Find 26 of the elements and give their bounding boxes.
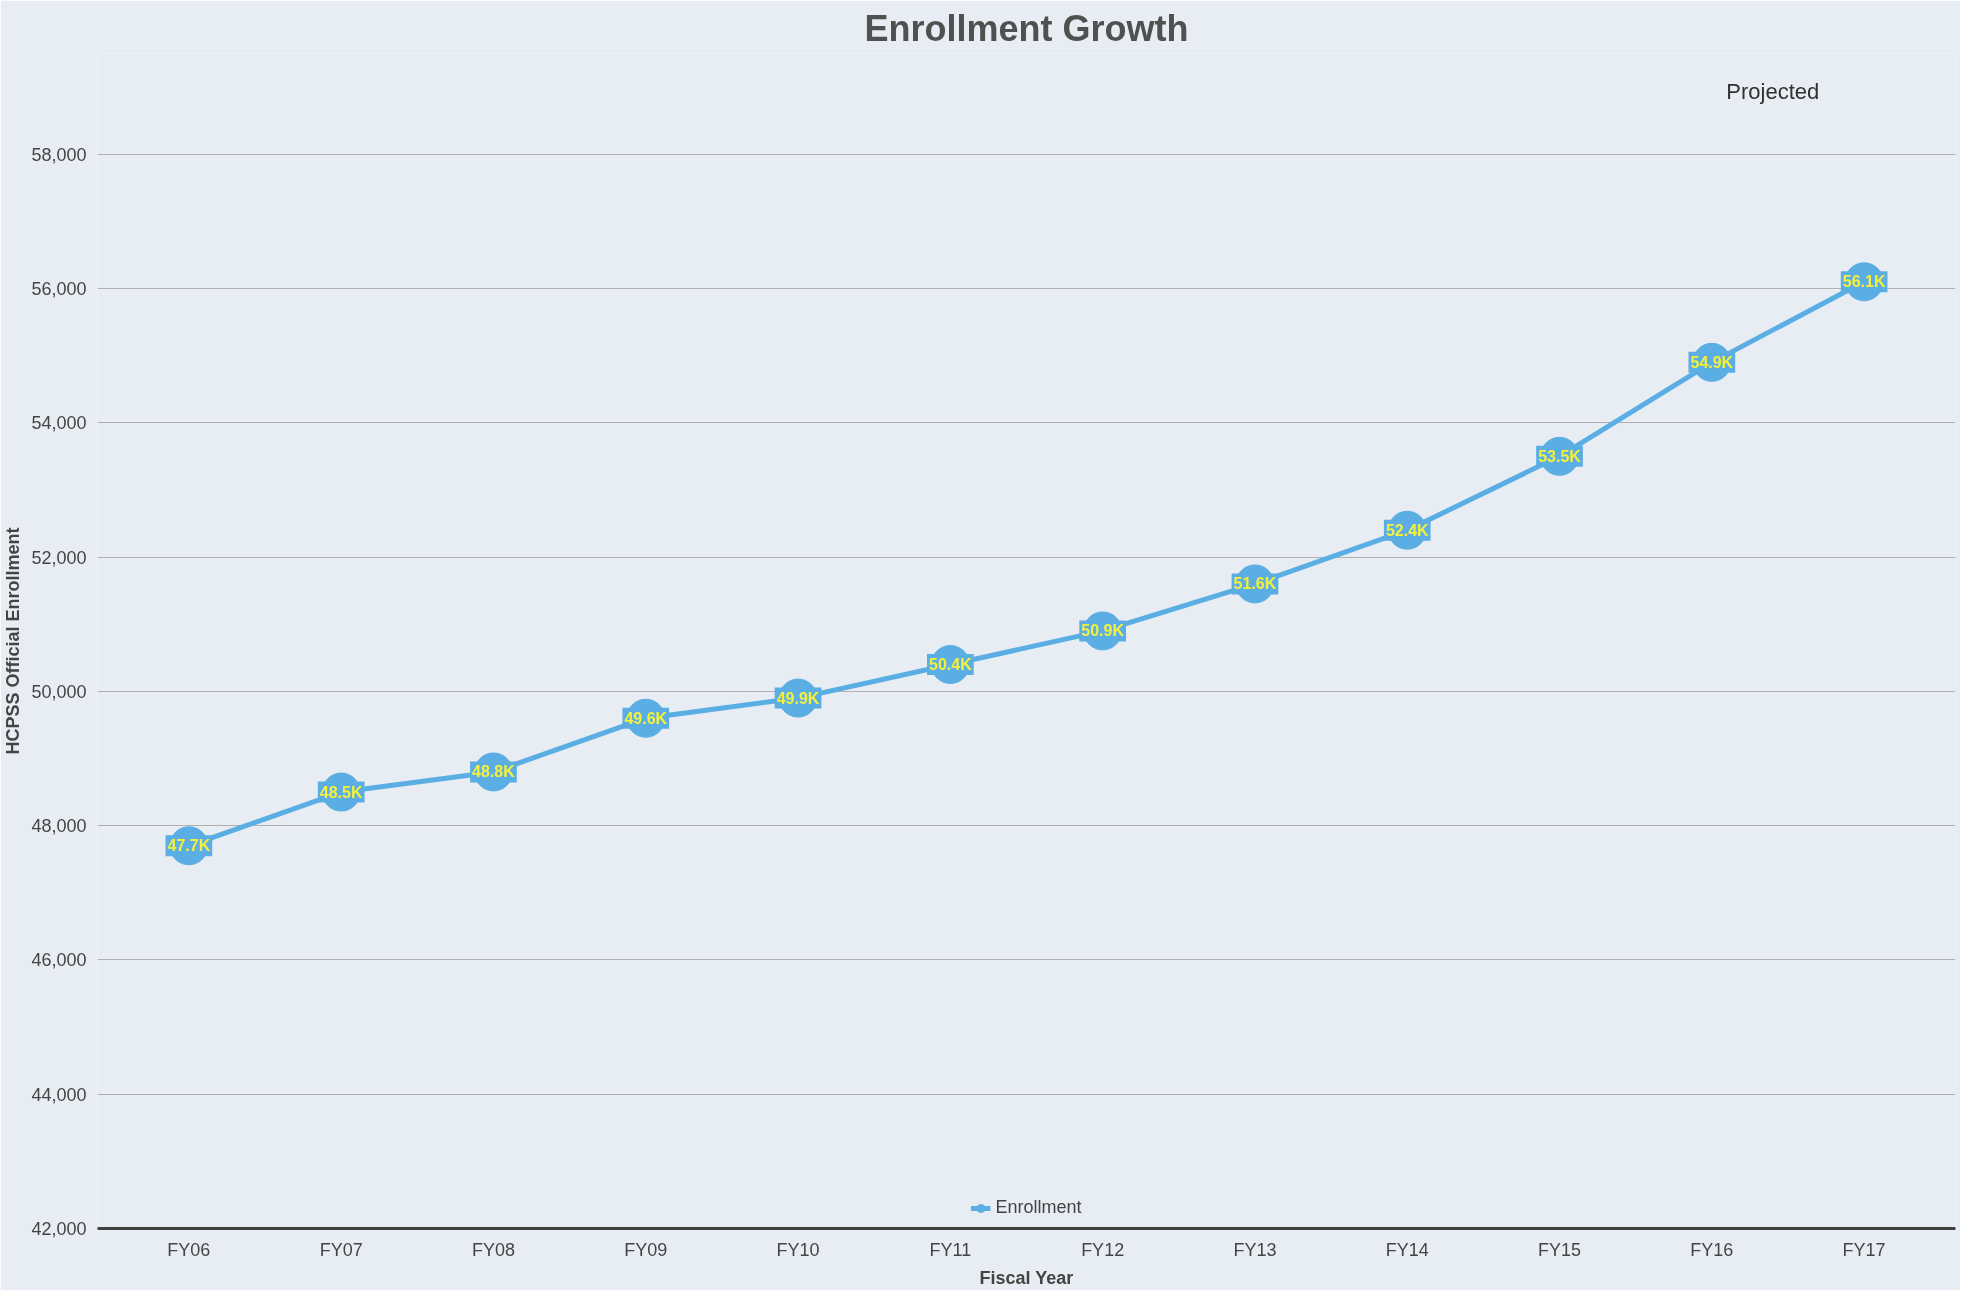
chart-title: Enrollment Growth bbox=[864, 7, 1189, 49]
y-tick-label: 48,000 bbox=[31, 816, 87, 837]
x-tick-label: FY16 bbox=[1690, 1239, 1734, 1260]
x-tick-label: FY15 bbox=[1538, 1239, 1582, 1260]
y-tick-label: 52,000 bbox=[31, 547, 87, 568]
x-tick-label: FY17 bbox=[1842, 1239, 1886, 1260]
y-tick-label: 58,000 bbox=[31, 144, 87, 165]
annotation: Projected bbox=[1726, 78, 1820, 104]
y-tick-label: 42,000 bbox=[31, 1219, 87, 1239]
x-tick-label: FY14 bbox=[1385, 1239, 1429, 1260]
y-tick-label: 50,000 bbox=[31, 681, 87, 702]
x-tick-label: FY09 bbox=[624, 1239, 668, 1260]
x-tick-label: FY07 bbox=[319, 1239, 363, 1260]
y-tick-label: 44,000 bbox=[31, 1084, 87, 1105]
legend-label: Enrollment bbox=[995, 1197, 1082, 1218]
x-tick-label: FY10 bbox=[776, 1239, 820, 1260]
x-tick-label: FY11 bbox=[929, 1239, 972, 1260]
y-tick-label: 56,000 bbox=[31, 279, 87, 299]
x-tick-label: FY08 bbox=[471, 1239, 515, 1260]
y-axis-title: HCPSS Official Enrollment bbox=[3, 527, 24, 755]
y-tick-label: 46,000 bbox=[31, 950, 87, 971]
x-tick-label: FY13 bbox=[1233, 1239, 1277, 1260]
x-tick-label: FY12 bbox=[1081, 1239, 1125, 1260]
y-tick-label: 54,000 bbox=[31, 413, 87, 434]
x-tick-label: FY06 bbox=[167, 1239, 211, 1260]
x-axis-title: Fiscal Year bbox=[979, 1267, 1074, 1288]
